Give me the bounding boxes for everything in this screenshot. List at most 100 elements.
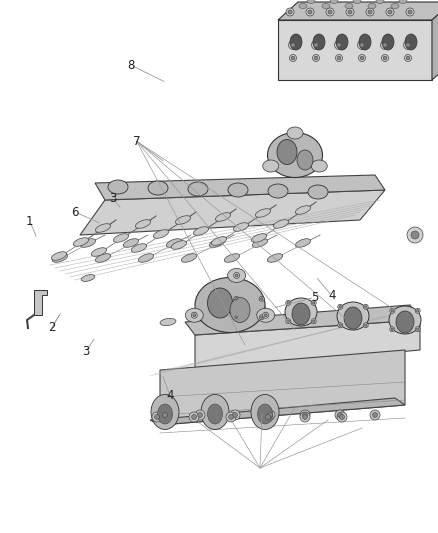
Ellipse shape [252, 239, 268, 247]
Ellipse shape [201, 394, 229, 430]
Circle shape [230, 410, 240, 420]
Ellipse shape [51, 252, 67, 260]
Circle shape [403, 41, 413, 50]
Circle shape [160, 410, 170, 420]
Circle shape [391, 328, 393, 330]
Ellipse shape [135, 220, 151, 228]
Circle shape [198, 413, 202, 417]
Circle shape [338, 413, 343, 417]
Circle shape [155, 415, 159, 419]
Ellipse shape [322, 4, 330, 9]
Circle shape [261, 316, 263, 318]
Circle shape [311, 300, 316, 305]
Ellipse shape [53, 254, 67, 262]
Ellipse shape [307, 0, 315, 4]
Ellipse shape [228, 183, 248, 197]
Ellipse shape [92, 248, 106, 256]
Circle shape [289, 41, 297, 50]
Circle shape [286, 319, 291, 324]
Ellipse shape [297, 150, 313, 170]
Circle shape [372, 413, 378, 417]
Ellipse shape [224, 254, 240, 262]
Circle shape [408, 10, 412, 14]
Ellipse shape [336, 34, 348, 50]
Circle shape [308, 10, 312, 14]
Text: 8: 8 [127, 59, 134, 71]
Circle shape [415, 308, 420, 313]
Ellipse shape [396, 311, 414, 333]
Circle shape [234, 296, 239, 301]
Circle shape [235, 297, 237, 300]
Ellipse shape [194, 227, 208, 235]
Ellipse shape [345, 4, 353, 9]
Circle shape [261, 297, 263, 300]
Ellipse shape [313, 34, 325, 50]
Ellipse shape [268, 184, 288, 198]
Ellipse shape [151, 394, 179, 430]
Ellipse shape [160, 318, 176, 326]
Circle shape [370, 410, 380, 420]
Ellipse shape [389, 306, 421, 334]
Ellipse shape [240, 299, 258, 321]
Circle shape [406, 8, 414, 16]
Ellipse shape [171, 241, 187, 249]
Ellipse shape [353, 0, 361, 4]
Circle shape [193, 314, 196, 317]
Ellipse shape [311, 160, 327, 172]
Polygon shape [34, 290, 47, 315]
Text: 2: 2 [48, 321, 56, 334]
Circle shape [162, 413, 167, 417]
Ellipse shape [131, 244, 147, 252]
Ellipse shape [166, 239, 182, 247]
Ellipse shape [263, 160, 279, 172]
Ellipse shape [148, 181, 168, 195]
Circle shape [338, 322, 343, 328]
Circle shape [303, 415, 307, 419]
Circle shape [390, 327, 395, 332]
Circle shape [357, 41, 367, 50]
Circle shape [265, 415, 271, 419]
Ellipse shape [299, 4, 307, 9]
Polygon shape [278, 20, 432, 80]
Circle shape [366, 8, 374, 16]
Circle shape [191, 312, 197, 318]
Ellipse shape [295, 239, 311, 247]
Circle shape [235, 274, 238, 277]
Ellipse shape [251, 234, 267, 243]
Circle shape [417, 328, 419, 330]
Ellipse shape [208, 288, 233, 318]
Circle shape [339, 324, 342, 326]
Circle shape [406, 43, 410, 47]
Ellipse shape [181, 254, 197, 262]
Ellipse shape [195, 278, 265, 333]
Ellipse shape [81, 239, 95, 247]
Circle shape [386, 8, 394, 16]
Circle shape [313, 320, 315, 322]
Circle shape [191, 415, 197, 419]
Ellipse shape [391, 4, 399, 9]
Circle shape [411, 231, 419, 239]
Circle shape [226, 412, 236, 422]
Ellipse shape [208, 404, 223, 424]
Ellipse shape [290, 34, 302, 50]
Circle shape [407, 227, 423, 243]
Ellipse shape [399, 0, 407, 4]
Text: 4: 4 [328, 289, 336, 302]
Circle shape [405, 54, 411, 61]
Circle shape [263, 312, 268, 318]
Circle shape [363, 322, 368, 328]
Circle shape [383, 43, 387, 47]
Ellipse shape [95, 254, 111, 262]
Ellipse shape [215, 213, 231, 221]
Ellipse shape [233, 223, 249, 231]
Circle shape [346, 8, 354, 16]
Text: 4: 4 [166, 389, 174, 402]
Ellipse shape [273, 220, 289, 228]
Ellipse shape [175, 216, 191, 224]
Circle shape [381, 54, 389, 61]
Circle shape [286, 300, 291, 305]
Polygon shape [195, 320, 420, 370]
Circle shape [291, 43, 295, 47]
Circle shape [311, 319, 316, 324]
Circle shape [338, 304, 343, 309]
